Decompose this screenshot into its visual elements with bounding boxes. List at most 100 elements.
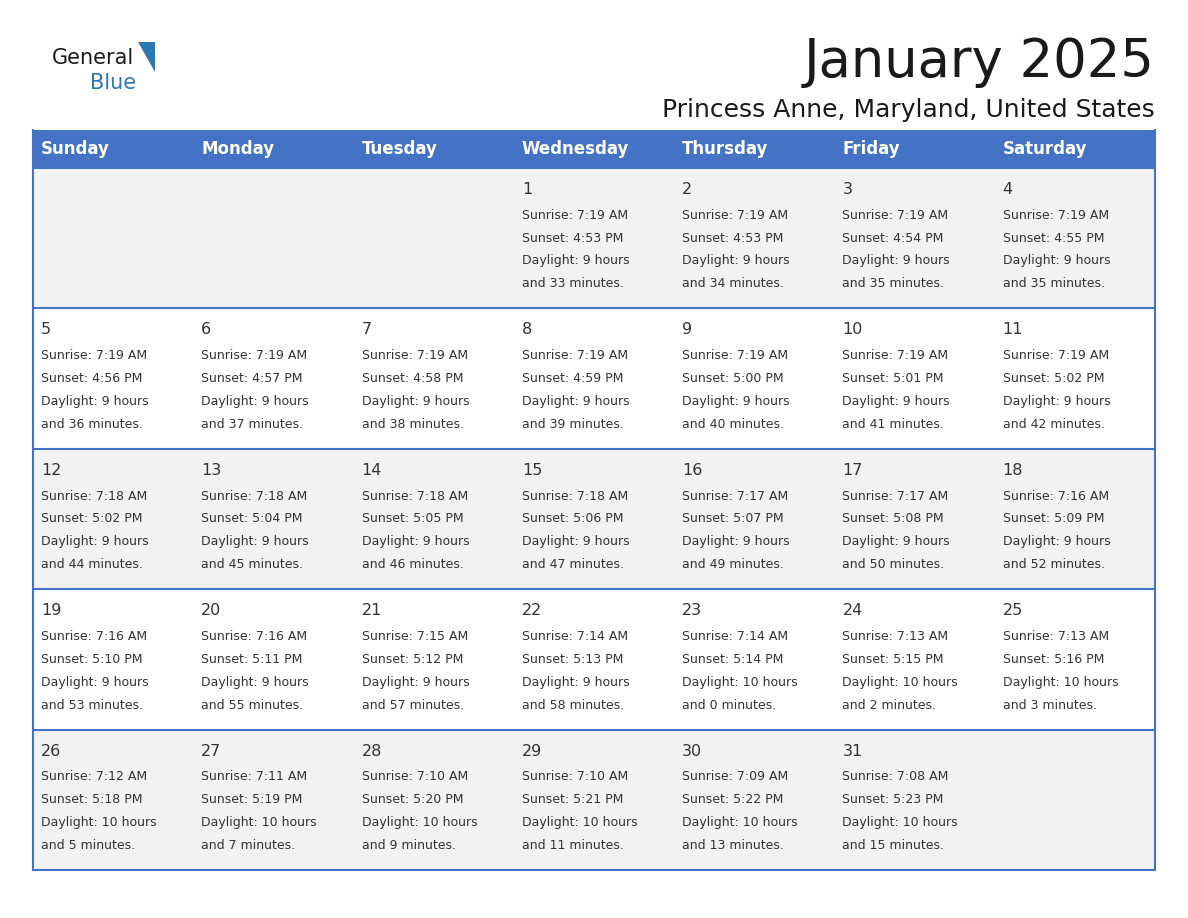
Text: Daylight: 10 hours: Daylight: 10 hours [842,816,958,829]
Text: 7: 7 [361,322,372,338]
Text: Sunrise: 7:14 AM: Sunrise: 7:14 AM [682,630,789,643]
Text: Sunrise: 7:15 AM: Sunrise: 7:15 AM [361,630,468,643]
Text: Sunset: 5:16 PM: Sunset: 5:16 PM [1003,653,1104,666]
Text: 8: 8 [522,322,532,338]
Text: and 5 minutes.: and 5 minutes. [42,839,135,852]
Text: and 50 minutes.: and 50 minutes. [842,558,944,571]
Text: 11: 11 [1003,322,1023,338]
Text: and 40 minutes.: and 40 minutes. [682,418,784,431]
Text: Sunset: 5:19 PM: Sunset: 5:19 PM [201,793,303,806]
Text: Sunset: 4:59 PM: Sunset: 4:59 PM [522,372,624,385]
Text: and 45 minutes.: and 45 minutes. [201,558,303,571]
Text: and 47 minutes.: and 47 minutes. [522,558,624,571]
Bar [994,130,1155,168]
Text: Sunrise: 7:12 AM: Sunrise: 7:12 AM [42,770,147,783]
Bar [834,130,994,168]
Text: Daylight: 9 hours: Daylight: 9 hours [201,535,309,548]
Text: 27: 27 [201,744,221,758]
Text: Sunrise: 7:19 AM: Sunrise: 7:19 AM [201,349,308,362]
Text: and 37 minutes.: and 37 minutes. [201,418,303,431]
Text: Daylight: 9 hours: Daylight: 9 hours [682,395,790,408]
Text: and 38 minutes.: and 38 minutes. [361,418,463,431]
Bar [354,130,514,168]
Text: Sunrise: 7:19 AM: Sunrise: 7:19 AM [522,208,628,222]
Text: Sunset: 4:53 PM: Sunset: 4:53 PM [682,231,784,244]
Text: 17: 17 [842,463,862,477]
Text: and 41 minutes.: and 41 minutes. [842,418,944,431]
Text: Sunset: 5:09 PM: Sunset: 5:09 PM [1003,512,1104,525]
Text: and 44 minutes.: and 44 minutes. [42,558,143,571]
Text: and 57 minutes.: and 57 minutes. [361,699,463,711]
Text: Blue: Blue [90,73,137,93]
Text: Sunset: 5:14 PM: Sunset: 5:14 PM [682,653,784,666]
Text: Sunrise: 7:19 AM: Sunrise: 7:19 AM [522,349,628,362]
Text: 1: 1 [522,182,532,197]
Text: Sunrise: 7:19 AM: Sunrise: 7:19 AM [682,349,789,362]
Bar [33,308,1155,449]
Text: Tuesday: Tuesday [361,140,437,158]
Text: Daylight: 9 hours: Daylight: 9 hours [842,395,950,408]
Text: 5: 5 [42,322,51,338]
Text: 10: 10 [842,322,862,338]
Text: Sunset: 5:12 PM: Sunset: 5:12 PM [361,653,463,666]
Text: Sunrise: 7:08 AM: Sunrise: 7:08 AM [842,770,949,783]
Text: 30: 30 [682,744,702,758]
Text: and 13 minutes.: and 13 minutes. [682,839,784,852]
Text: Sunrise: 7:10 AM: Sunrise: 7:10 AM [361,770,468,783]
Text: Sunrise: 7:16 AM: Sunrise: 7:16 AM [42,630,147,643]
Bar [33,130,194,168]
Text: Daylight: 9 hours: Daylight: 9 hours [522,395,630,408]
Text: Thursday: Thursday [682,140,769,158]
Text: Daylight: 9 hours: Daylight: 9 hours [522,535,630,548]
Text: and 2 minutes.: and 2 minutes. [842,699,936,711]
Text: Sunrise: 7:17 AM: Sunrise: 7:17 AM [682,489,789,502]
Text: 20: 20 [201,603,221,618]
Text: and 36 minutes.: and 36 minutes. [42,418,143,431]
Text: Daylight: 10 hours: Daylight: 10 hours [682,676,798,688]
Text: 23: 23 [682,603,702,618]
Text: and 11 minutes.: and 11 minutes. [522,839,624,852]
Text: Daylight: 9 hours: Daylight: 9 hours [1003,535,1111,548]
Text: Sunrise: 7:19 AM: Sunrise: 7:19 AM [1003,349,1108,362]
Text: Sunset: 5:15 PM: Sunset: 5:15 PM [842,653,944,666]
Text: Daylight: 9 hours: Daylight: 9 hours [522,676,630,688]
Text: Monday: Monday [201,140,274,158]
Text: and 9 minutes.: and 9 minutes. [361,839,455,852]
Text: Sunrise: 7:18 AM: Sunrise: 7:18 AM [361,489,468,502]
Text: Sunrise: 7:14 AM: Sunrise: 7:14 AM [522,630,628,643]
Bar [194,130,354,168]
Text: Princess Anne, Maryland, United States: Princess Anne, Maryland, United States [662,98,1155,122]
Text: Sunrise: 7:19 AM: Sunrise: 7:19 AM [842,208,948,222]
Text: and 58 minutes.: and 58 minutes. [522,699,624,711]
Text: and 34 minutes.: and 34 minutes. [682,277,784,290]
Text: Sunset: 4:53 PM: Sunset: 4:53 PM [522,231,624,244]
Bar [674,130,834,168]
Text: 4: 4 [1003,182,1013,197]
Text: Sunset: 5:11 PM: Sunset: 5:11 PM [201,653,303,666]
Text: Daylight: 9 hours: Daylight: 9 hours [1003,254,1111,267]
Text: 29: 29 [522,744,542,758]
Bar [514,130,674,168]
Bar [33,589,1155,730]
Text: 14: 14 [361,463,383,477]
Text: Sunset: 4:58 PM: Sunset: 4:58 PM [361,372,463,385]
Text: Saturday: Saturday [1003,140,1087,158]
Text: Sunrise: 7:17 AM: Sunrise: 7:17 AM [842,489,949,502]
Text: January 2025: January 2025 [804,36,1155,88]
Text: and 15 minutes.: and 15 minutes. [842,839,944,852]
Text: and 49 minutes.: and 49 minutes. [682,558,784,571]
Text: Sunrise: 7:18 AM: Sunrise: 7:18 AM [42,489,147,502]
Text: Sunrise: 7:19 AM: Sunrise: 7:19 AM [842,349,948,362]
Bar [33,449,1155,589]
Text: Sunset: 5:02 PM: Sunset: 5:02 PM [42,512,143,525]
Text: 6: 6 [201,322,211,338]
Text: Sunset: 5:01 PM: Sunset: 5:01 PM [842,372,944,385]
Text: Daylight: 9 hours: Daylight: 9 hours [842,254,950,267]
Text: Daylight: 10 hours: Daylight: 10 hours [1003,676,1118,688]
Text: Sunrise: 7:13 AM: Sunrise: 7:13 AM [1003,630,1108,643]
Text: and 3 minutes.: and 3 minutes. [1003,699,1097,711]
Text: Sunrise: 7:19 AM: Sunrise: 7:19 AM [42,349,147,362]
Text: Sunset: 4:56 PM: Sunset: 4:56 PM [42,372,143,385]
Text: Sunrise: 7:09 AM: Sunrise: 7:09 AM [682,770,789,783]
Text: 15: 15 [522,463,542,477]
